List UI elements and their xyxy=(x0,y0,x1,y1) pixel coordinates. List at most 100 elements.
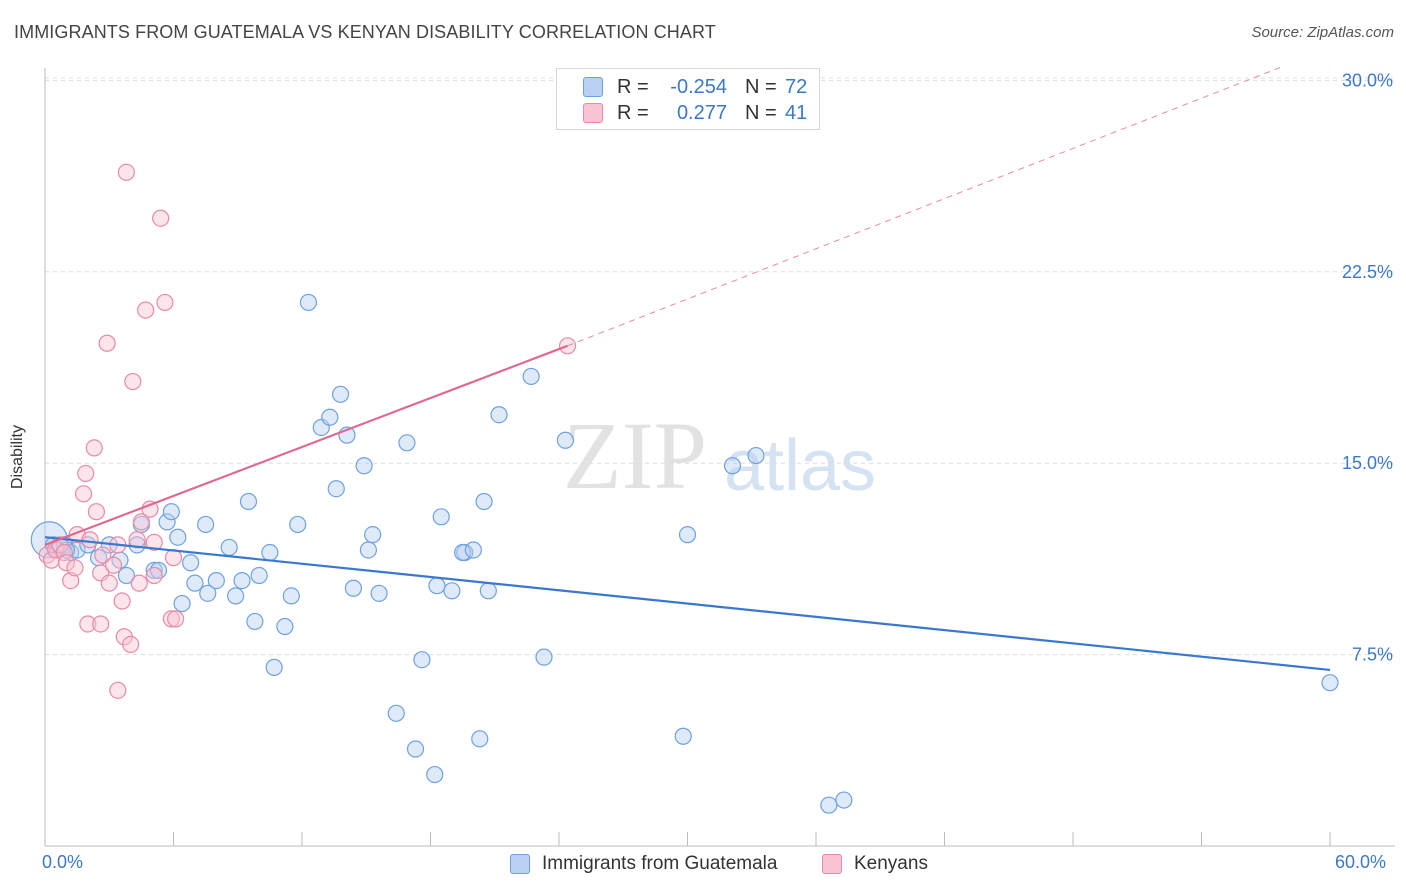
guatemala-point xyxy=(820,796,838,814)
guatemala-point xyxy=(364,526,382,544)
guatemala-point xyxy=(145,561,163,579)
guatemala-point xyxy=(387,704,405,722)
kenyan-point xyxy=(85,439,103,457)
bottom-legend-label: Immigrants from Guatemala xyxy=(542,853,778,874)
kenyan-point xyxy=(117,163,135,181)
guatemala-point xyxy=(428,577,446,595)
guatemala-point xyxy=(413,651,431,669)
bottom-legend-label: Kenyans xyxy=(854,853,928,874)
kenyan-point xyxy=(55,543,73,562)
guatemala-point xyxy=(406,740,425,758)
y-tick-label: 30.0% xyxy=(1342,70,1393,90)
guatemala-point xyxy=(162,503,180,521)
y-tick-label: 15.0% xyxy=(1342,453,1393,473)
kenyan-points xyxy=(38,163,577,699)
legend-r-label: R = xyxy=(617,75,649,98)
kenyan-point xyxy=(141,500,159,518)
legend-swatch-blue xyxy=(583,77,603,97)
guatemala-point xyxy=(835,791,853,809)
guatemala-point xyxy=(426,765,444,784)
kenyan-point xyxy=(162,610,180,628)
guatemala-point xyxy=(246,612,264,631)
guatemala-point xyxy=(169,528,187,546)
guatemala-point xyxy=(233,571,251,590)
guatemala-point xyxy=(327,480,345,498)
kenyan-point xyxy=(104,556,123,574)
kenyan-point xyxy=(109,681,127,699)
guatemala-point xyxy=(359,541,377,559)
guatemala-point xyxy=(199,584,217,602)
legend-r-value: -0.254 xyxy=(670,75,727,98)
kenyan-point xyxy=(145,533,163,551)
zipatlas-watermark: ZIP atlas xyxy=(563,402,876,509)
legend-n-value: 72 xyxy=(785,75,808,98)
kenyan-point xyxy=(137,301,155,319)
guatemala-point xyxy=(331,385,350,403)
watermark-atlas: atlas xyxy=(724,426,876,506)
guatemala-point xyxy=(207,571,225,590)
guatemala-point xyxy=(522,367,540,386)
guatemala-point xyxy=(239,492,258,511)
legend-n-label: N = xyxy=(745,101,777,124)
kenyan-point xyxy=(66,559,84,577)
guatemala-point xyxy=(432,508,450,526)
watermark-zip: ZIP xyxy=(563,402,707,509)
kenyan-point xyxy=(94,546,112,564)
kenyan-point xyxy=(57,554,76,572)
guatemala-point xyxy=(186,574,204,592)
guatemala-point xyxy=(475,492,493,511)
grid-lines xyxy=(45,77,1395,656)
trend-lines xyxy=(44,67,1331,672)
legend-n-label: N = xyxy=(745,75,777,98)
kenyan-point xyxy=(79,615,97,633)
guatemala-point xyxy=(747,446,765,465)
chart-source: Source: ZipAtlas.com xyxy=(1251,24,1394,41)
guatemala-point xyxy=(535,648,553,666)
kenyan-point xyxy=(122,635,140,653)
bottom-legend-swatch-pink xyxy=(822,854,842,874)
guatemala-point xyxy=(344,579,362,597)
guatemala-point xyxy=(321,408,339,426)
guatemala-point xyxy=(454,543,472,562)
kenyan-point xyxy=(62,571,80,590)
guatemala-point xyxy=(158,513,176,531)
kenyan-point xyxy=(81,531,99,549)
guatemala-point xyxy=(265,658,283,676)
y-tick-label: 22.5% xyxy=(1342,262,1393,282)
guatemala-point xyxy=(197,515,215,534)
guatemala-point xyxy=(289,515,307,534)
y-tick-labels: 7.5% 15.0% 22.5% 30.0% xyxy=(1342,70,1393,664)
guatemala-point xyxy=(276,617,294,636)
guatemala-point xyxy=(678,526,697,544)
legend-r-value: 0.277 xyxy=(676,101,727,124)
guatemala-point xyxy=(250,566,268,585)
kenyan-point xyxy=(87,503,106,521)
axes xyxy=(44,68,1395,847)
x-tick-label-max: 60.0% xyxy=(1335,852,1387,872)
guatemala-point xyxy=(443,582,461,600)
guatemala-point xyxy=(261,543,279,562)
x-tick-label-min: 0.0% xyxy=(42,852,84,872)
guatemala-point xyxy=(370,584,388,602)
kenyan-point xyxy=(113,592,131,610)
bottom-legend-guatemala: Immigrants from Guatemala xyxy=(510,852,777,876)
guatemala-point xyxy=(220,538,238,557)
kenyan-point xyxy=(124,372,142,391)
guatemala-point xyxy=(227,587,245,605)
guatemala-point xyxy=(723,457,742,475)
legend-r-label: R = xyxy=(617,101,649,124)
guatemala-point xyxy=(479,582,497,600)
chart-title: IMMIGRANTS FROM GUATEMALA VS KENYAN DISA… xyxy=(14,22,716,42)
kenyan-point xyxy=(92,615,110,633)
legend-row-kenyans: R = 0.277 N = 41 xyxy=(583,101,821,125)
guatemala-point xyxy=(355,457,373,475)
kenyan-point xyxy=(77,464,95,483)
kenyan-point xyxy=(100,574,118,592)
guatemala-point xyxy=(173,594,191,613)
kenyan-point xyxy=(98,334,116,352)
kenyan-point xyxy=(152,209,170,227)
legend-n-value: 41 xyxy=(785,101,808,124)
kenyan-point xyxy=(132,513,150,531)
guatemala-trend-line xyxy=(44,536,1331,672)
guatemala-point xyxy=(490,406,508,424)
